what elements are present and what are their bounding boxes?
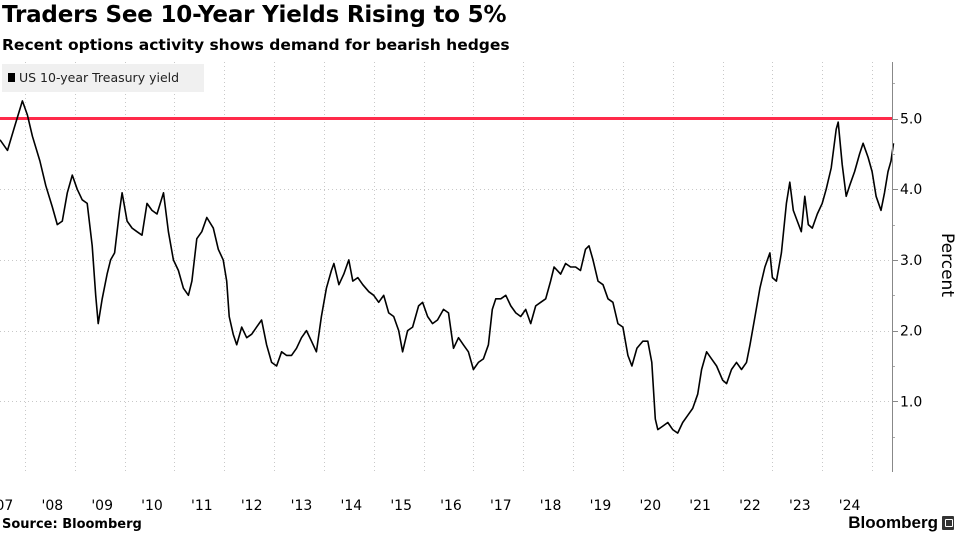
brand-logo: Bloomberg [848, 513, 954, 533]
source-note: Source: Bloomberg [2, 517, 142, 532]
legend-swatch [8, 73, 15, 82]
x-tick-label: '19 [590, 498, 612, 514]
x-tick-label: '15 [390, 498, 412, 514]
y-axis-label: Percent [937, 233, 957, 297]
x-tick-label: '24 [839, 498, 861, 514]
chart-title: Traders See 10-Year Yields Rising to 5% [2, 2, 507, 28]
legend-box [2, 64, 204, 92]
y-tick-label: 2.0 [900, 324, 922, 340]
grid [0, 62, 892, 472]
y-tick-label: 5.0 [900, 112, 922, 128]
x-tick-label: '20 [639, 498, 661, 514]
series-line [0, 100, 895, 434]
x-tick-label: '22 [739, 498, 761, 514]
x-tick-label: '07 [0, 498, 13, 514]
legend-label: US 10-year Treasury yield [19, 70, 179, 85]
x-tick-label: '11 [191, 498, 213, 514]
y-tick-label: 1.0 [900, 394, 922, 410]
x-tick-label: '18 [540, 498, 562, 514]
x-tick-label: '13 [291, 498, 313, 514]
x-tick-label: '08 [41, 498, 63, 514]
x-tick-label: '16 [440, 498, 462, 514]
x-tick-label: '10 [141, 498, 163, 514]
axes: '07 '08 '09 '10 '11 '12 '13 '14 '15 '16 '17 '18 '19 '… [0, 62, 957, 514]
x-tick-label: '23 [789, 498, 811, 514]
x-tick-label: '21 [689, 498, 711, 514]
x-tick-label: '09 [91, 498, 113, 514]
x-tick-label: '17 [490, 498, 512, 514]
legend: US 10-year Treasury yield [2, 64, 204, 92]
terminal-icon [942, 516, 954, 530]
y-tick-label: 4.0 [900, 182, 922, 198]
y-tick-label: 3.0 [900, 253, 922, 269]
chart-subtitle: Recent options activity shows demand for… [2, 36, 510, 54]
x-tick-label: '14 [340, 498, 362, 514]
series-group [0, 100, 895, 434]
brand-name: Bloomberg [848, 513, 938, 532]
x-tick-label: '12 [241, 498, 263, 514]
